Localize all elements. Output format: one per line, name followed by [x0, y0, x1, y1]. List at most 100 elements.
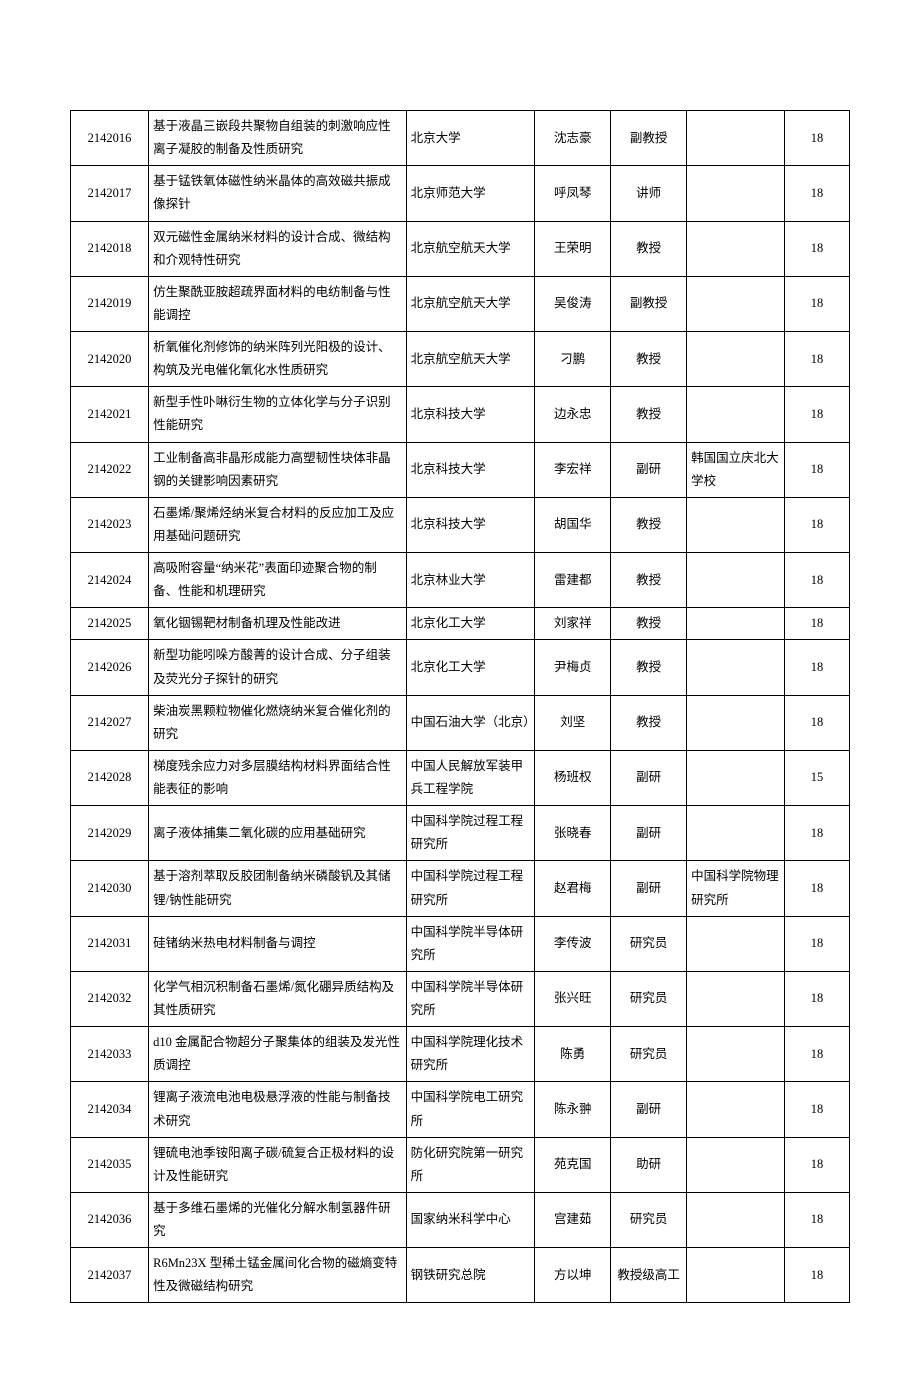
cell-institution: 北京林业大学	[406, 553, 535, 608]
cell-partner: 中国科学院物理研究所	[687, 861, 785, 916]
cell-id: 2142037	[71, 1248, 149, 1303]
cell-person: 边永忠	[535, 387, 611, 442]
cell-rank: 助研	[611, 1137, 687, 1192]
cell-title: 基于液晶三嵌段共聚物自组装的刺激响应性离子凝胶的制备及性质研究	[149, 111, 406, 166]
cell-title: 氧化铟锡靶材制备机理及性能改进	[149, 608, 406, 640]
cell-id: 2142036	[71, 1192, 149, 1247]
cell-id: 2142025	[71, 608, 149, 640]
cell-partner	[687, 916, 785, 971]
table-row: 2142037R6Mn23X 型稀土锰金属间化合物的磁熵变特性及微磁结构研究钢铁…	[71, 1248, 850, 1303]
cell-person: 张兴旺	[535, 971, 611, 1026]
cell-person: 刘家祥	[535, 608, 611, 640]
cell-num: 18	[785, 553, 850, 608]
cell-id: 2142020	[71, 332, 149, 387]
cell-rank: 教授级高工	[611, 1248, 687, 1303]
cell-title: 高吸附容量“纳米花”表面印迹聚合物的制备、性能和机理研究	[149, 553, 406, 608]
cell-partner	[687, 750, 785, 805]
cell-id: 2142034	[71, 1082, 149, 1137]
cell-title: 柴油炭黑颗粒物催化燃烧纳米复合催化剂的研究	[149, 695, 406, 750]
cell-id: 2142023	[71, 497, 149, 552]
cell-num: 18	[785, 608, 850, 640]
cell-person: 刁鹏	[535, 332, 611, 387]
cell-institution: 北京大学	[406, 111, 535, 166]
cell-num: 18	[785, 111, 850, 166]
cell-rank: 研究员	[611, 1192, 687, 1247]
cell-person: 尹梅贞	[535, 640, 611, 695]
cell-person: 王荣明	[535, 221, 611, 276]
cell-partner	[687, 695, 785, 750]
cell-institution: 北京航空航天大学	[406, 221, 535, 276]
cell-person: 杨班权	[535, 750, 611, 805]
cell-rank: 教授	[611, 640, 687, 695]
cell-id: 2142026	[71, 640, 149, 695]
cell-person: 刘坚	[535, 695, 611, 750]
cell-institution: 防化研究院第一研究所	[406, 1137, 535, 1192]
cell-institution: 中国科学院半导体研究所	[406, 971, 535, 1026]
cell-institution: 北京航空航天大学	[406, 276, 535, 331]
cell-rank: 教授	[611, 608, 687, 640]
cell-title: 仿生聚酰亚胺超疏界面材料的电纺制备与性能调控	[149, 276, 406, 331]
cell-institution: 北京航空航天大学	[406, 332, 535, 387]
cell-partner	[687, 276, 785, 331]
cell-id: 2142024	[71, 553, 149, 608]
cell-partner	[687, 971, 785, 1026]
cell-partner: 韩国国立庆北大学校	[687, 442, 785, 497]
cell-id: 2142021	[71, 387, 149, 442]
cell-num: 18	[785, 971, 850, 1026]
table-row: 2142023石墨烯/聚烯烃纳米复合材料的反应加工及应用基础问题研究北京科技大学…	[71, 497, 850, 552]
cell-num: 18	[785, 806, 850, 861]
table-row: 2142020析氧催化剂修饰的纳米阵列光阳极的设计、构筑及光电催化氧化水性质研究…	[71, 332, 850, 387]
cell-institution: 北京化工大学	[406, 640, 535, 695]
cell-title: 新型功能吲哚方酸菁的设计合成、分子组装及荧光分子探针的研究	[149, 640, 406, 695]
cell-institution: 北京科技大学	[406, 442, 535, 497]
cell-institution: 北京师范大学	[406, 166, 535, 221]
cell-num: 18	[785, 1192, 850, 1247]
cell-title: 新型手性卟啉衍生物的立体化学与分子识别性能研究	[149, 387, 406, 442]
cell-id: 2142028	[71, 750, 149, 805]
cell-id: 2142027	[71, 695, 149, 750]
cell-institution: 中国科学院过程工程研究所	[406, 861, 535, 916]
cell-rank: 副研	[611, 806, 687, 861]
table-row: 2142017基于锰铁氧体磁性纳米晶体的高效磁共振成像探针北京师范大学呼凤琴讲师…	[71, 166, 850, 221]
cell-num: 18	[785, 1082, 850, 1137]
cell-person: 陈勇	[535, 1027, 611, 1082]
table-row: 2142029离子液体捕集二氧化碳的应用基础研究中国科学院过程工程研究所张晓春副…	[71, 806, 850, 861]
cell-num: 18	[785, 497, 850, 552]
cell-partner	[687, 497, 785, 552]
cell-rank: 教授	[611, 497, 687, 552]
cell-num: 18	[785, 221, 850, 276]
cell-title: d10 金属配合物超分子聚集体的组装及发光性质调控	[149, 1027, 406, 1082]
table-row: 2142016基于液晶三嵌段共聚物自组装的刺激响应性离子凝胶的制备及性质研究北京…	[71, 111, 850, 166]
table-body: 2142016基于液晶三嵌段共聚物自组装的刺激响应性离子凝胶的制备及性质研究北京…	[71, 111, 850, 1303]
table-row: 2142033d10 金属配合物超分子聚集体的组装及发光性质调控中国科学院理化技…	[71, 1027, 850, 1082]
cell-partner	[687, 1027, 785, 1082]
cell-partner	[687, 553, 785, 608]
cell-person: 李宏祥	[535, 442, 611, 497]
cell-title: 基于锰铁氧体磁性纳米晶体的高效磁共振成像探针	[149, 166, 406, 221]
cell-num: 18	[785, 916, 850, 971]
cell-partner	[687, 1082, 785, 1137]
table-row: 2142035锂硫电池季铵阳离子碳/硫复合正极材料的设计及性能研究防化研究院第一…	[71, 1137, 850, 1192]
cell-num: 18	[785, 861, 850, 916]
cell-person: 李传波	[535, 916, 611, 971]
cell-num: 18	[785, 442, 850, 497]
cell-person: 宫建茹	[535, 1192, 611, 1247]
cell-person: 张晓春	[535, 806, 611, 861]
cell-num: 18	[785, 332, 850, 387]
table-row: 2142031硅锗纳米热电材料制备与调控中国科学院半导体研究所李传波研究员18	[71, 916, 850, 971]
cell-institution: 钢铁研究总院	[406, 1248, 535, 1303]
cell-title: 梯度残余应力对多层膜结构材料界面结合性能表征的影响	[149, 750, 406, 805]
page-container: 2142016基于液晶三嵌段共聚物自组装的刺激响应性离子凝胶的制备及性质研究北京…	[0, 0, 920, 1393]
cell-person: 雷建都	[535, 553, 611, 608]
cell-partner	[687, 221, 785, 276]
cell-person: 苑克国	[535, 1137, 611, 1192]
cell-num: 18	[785, 166, 850, 221]
cell-rank: 研究员	[611, 1027, 687, 1082]
cell-person: 方以坤	[535, 1248, 611, 1303]
cell-rank: 研究员	[611, 971, 687, 1026]
cell-rank: 讲师	[611, 166, 687, 221]
cell-id: 2142032	[71, 971, 149, 1026]
cell-institution: 中国科学院电工研究所	[406, 1082, 535, 1137]
cell-institution: 中国石油大学（北京）	[406, 695, 535, 750]
table-row: 2142022工业制备高非晶形成能力高塑韧性块体非晶钢的关键影响因素研究北京科技…	[71, 442, 850, 497]
